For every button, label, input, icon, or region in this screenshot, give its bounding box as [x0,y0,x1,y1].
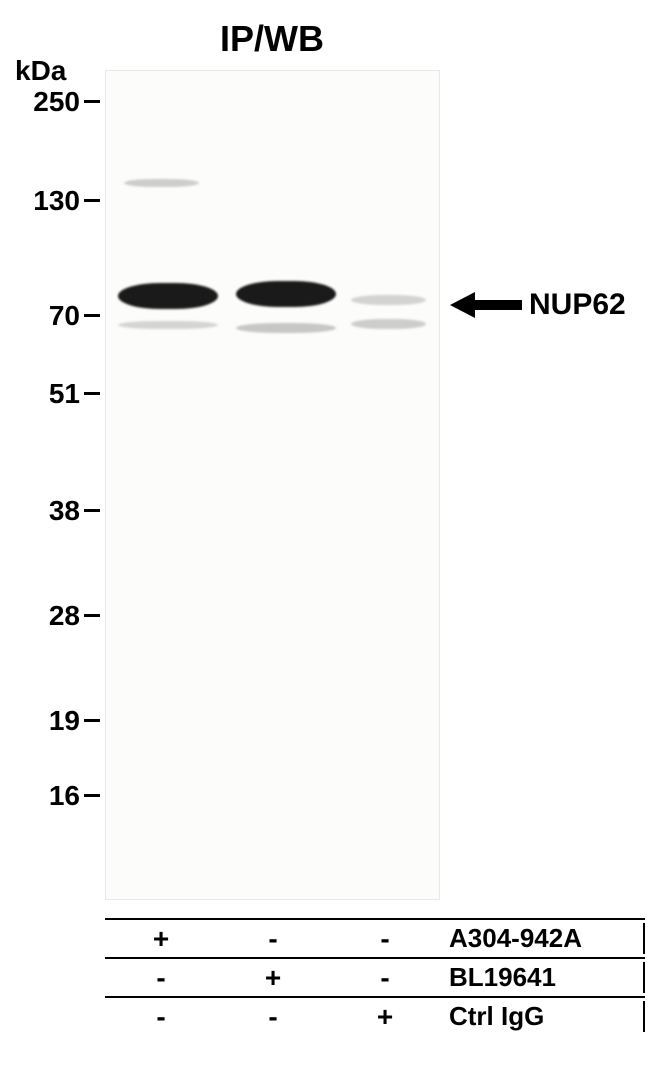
ip-cell: + [105,923,217,955]
ip-row-label: BL19641 [441,962,645,993]
ip-row-label: A304-942A [441,923,645,954]
mw-tick [84,719,100,722]
ip-row: - + - BL19641 [105,957,645,996]
ip-row: + - - A304-942A [105,918,645,957]
ip-cell: - [105,1001,217,1033]
blot-band [351,295,426,305]
target-annotation: NUP62 [450,288,626,322]
ip-cell: + [329,1001,441,1033]
mw-label: 130 [10,185,80,217]
ip-row-label: Ctrl IgG [441,1001,645,1032]
ip-cell: + [217,962,329,994]
mw-label: 16 [10,780,80,812]
ip-cell: - [329,923,441,955]
target-label: NUP62 [529,288,626,322]
blot-band [118,321,218,329]
figure-title: IP/WB [220,18,324,60]
mw-label: 19 [10,705,80,737]
mw-label: 38 [10,495,80,527]
mw-tick [84,199,100,202]
kda-label: kDa [15,55,66,87]
ip-cell: - [217,1001,329,1033]
blot-band [118,283,218,309]
mw-label: 70 [10,300,80,332]
blot-membrane [105,70,440,900]
blot-band [351,319,426,329]
mw-tick [84,314,100,317]
mw-tick [84,614,100,617]
mw-tick [84,509,100,512]
mw-label: 51 [10,378,80,410]
blot-band [236,323,336,333]
ip-table: + - - A304-942A - + - BL19641 - - + Ctrl… [105,918,645,1035]
mw-tick [84,794,100,797]
arrow-icon [450,290,522,320]
mw-label: 28 [10,600,80,632]
figure-container: IP/WB kDa 250 130 70 51 38 28 19 16 NUP6… [0,0,650,1065]
mw-tick [84,100,100,103]
mw-label: 250 [10,86,80,118]
ip-cell: - [105,962,217,994]
blot-band [124,179,199,187]
ip-row: - - + Ctrl IgG [105,996,645,1035]
blot-band [236,281,336,307]
ip-cell: - [217,923,329,955]
mw-tick [84,392,100,395]
ip-cell: - [329,962,441,994]
